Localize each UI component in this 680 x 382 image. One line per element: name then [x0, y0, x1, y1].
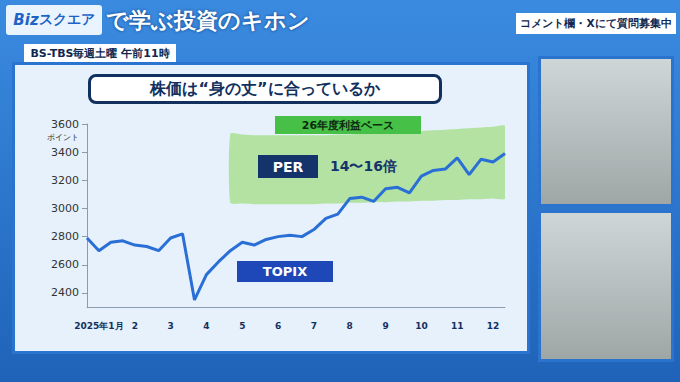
svg-text:2: 2: [132, 321, 138, 331]
svg-text:2600: 2600: [51, 258, 79, 271]
html-text:で学ぶ投資のキホン: で学ぶ投資のキホン: [106, 8, 310, 33]
html-text:26年度利益ベース: 26年度利益ベース: [301, 118, 395, 132]
svg-text:3000: 3000: [51, 202, 79, 215]
html-text:株価は“身の丈”に合っているか: 株価は“身の丈”に合っているか: [150, 78, 380, 98]
html-text:PER: PER: [272, 158, 304, 175]
svg-text:12: 12: [487, 321, 500, 331]
svg-text:3600: 3600: [51, 118, 79, 131]
svg-text:5: 5: [239, 321, 245, 331]
svg-text:4: 4: [203, 321, 209, 331]
svg-text:2025年1月: 2025年1月: [74, 321, 123, 331]
svg-text:3200: 3200: [51, 174, 79, 187]
html-text:Bizスクエア: Bizスクエア: [13, 11, 95, 29]
svg-text:9: 9: [382, 321, 388, 331]
html-text:14〜16倍: 14〜16倍: [330, 158, 397, 174]
html-text:BS-TBS毎週土曜 午前11時: BS-TBS毎週土曜 午前11時: [30, 46, 170, 60]
svg-text:2400: 2400: [51, 286, 79, 299]
svg-text:10: 10: [415, 321, 428, 331]
svg-text:11: 11: [451, 321, 464, 331]
html-text:コメント欄・Xにて質問募集中: コメント欄・Xにて質問募集中: [520, 16, 672, 29]
svg-text:6: 6: [275, 321, 281, 331]
svg-text:8: 8: [347, 321, 353, 331]
svg-text:7: 7: [311, 321, 317, 331]
html-text:TOPIX: TOPIX: [262, 264, 308, 279]
svg-text:3: 3: [167, 321, 173, 331]
svg-text:3400: 3400: [51, 146, 79, 159]
svg-text:ポイント: ポイント: [47, 133, 79, 142]
svg-text:2800: 2800: [51, 230, 79, 243]
